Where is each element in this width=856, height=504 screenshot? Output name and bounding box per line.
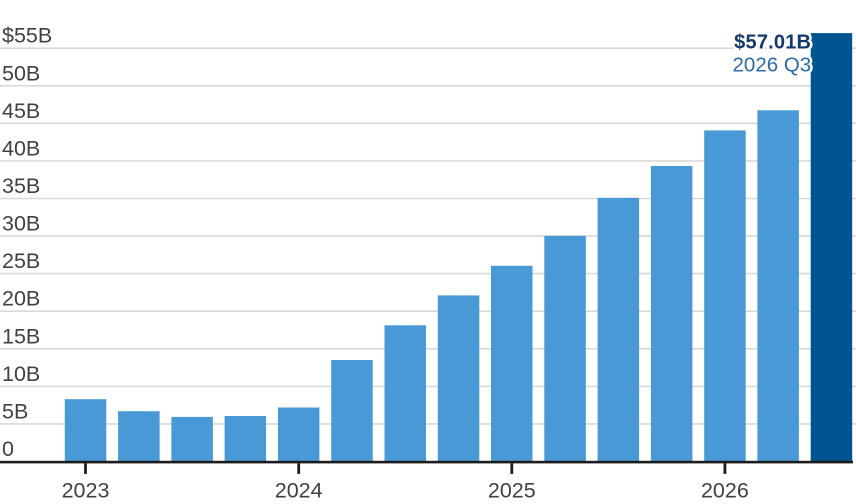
revenue-bar[interactable] (597, 197, 640, 462)
x-axis-year-label: 2025 (488, 479, 536, 503)
y-axis-tick-label: 40B (2, 136, 40, 160)
y-axis-tick-label: 15B (2, 324, 40, 348)
revenue-bar[interactable] (277, 407, 320, 462)
x-axis-year-label: 2024 (275, 479, 323, 503)
revenue-bar[interactable] (64, 399, 107, 462)
revenue-bar[interactable] (491, 265, 533, 462)
revenue-bar[interactable] (384, 325, 427, 462)
y-axis-tick-label: 0 (2, 437, 14, 461)
y-axis-tick-label: 20B (2, 287, 40, 311)
y-axis-tick-label: 30B (2, 212, 40, 236)
revenue-bar[interactable] (171, 416, 213, 462)
x-axis-tick (723, 463, 727, 474)
y-axis-tick-label: 10B (2, 362, 40, 386)
y-axis-tick-label: 25B (2, 249, 40, 273)
x-axis-year-label: 2026 (701, 479, 749, 503)
x-axis-year-label: 2023 (62, 479, 110, 503)
revenue-bar[interactable] (437, 295, 480, 462)
revenue-bar[interactable] (757, 110, 799, 462)
y-axis-tick-label: 35B (2, 174, 40, 198)
highlight-value-label: $57.01B (734, 32, 811, 54)
y-axis-tick-label: $55B (2, 24, 52, 48)
revenue-bar[interactable] (331, 360, 373, 462)
revenue-bar[interactable] (544, 235, 586, 462)
x-axis-tick (84, 463, 87, 474)
y-axis-tick-label: 50B (2, 61, 40, 85)
revenue-bar[interactable] (650, 166, 693, 462)
revenue-bar[interactable] (118, 411, 160, 462)
revenue-bar[interactable] (704, 130, 746, 462)
y-axis-tick-label: 45B (2, 99, 40, 123)
highlight-period-label: 2026 Q3 (733, 54, 812, 77)
y-axis-tick-label: 5B (2, 399, 28, 423)
highlighted-revenue-bar[interactable] (810, 33, 853, 462)
x-axis-baseline (0, 460, 853, 464)
x-axis-tick (297, 463, 301, 474)
revenue-bar[interactable] (224, 416, 267, 462)
x-axis-tick (510, 463, 514, 474)
